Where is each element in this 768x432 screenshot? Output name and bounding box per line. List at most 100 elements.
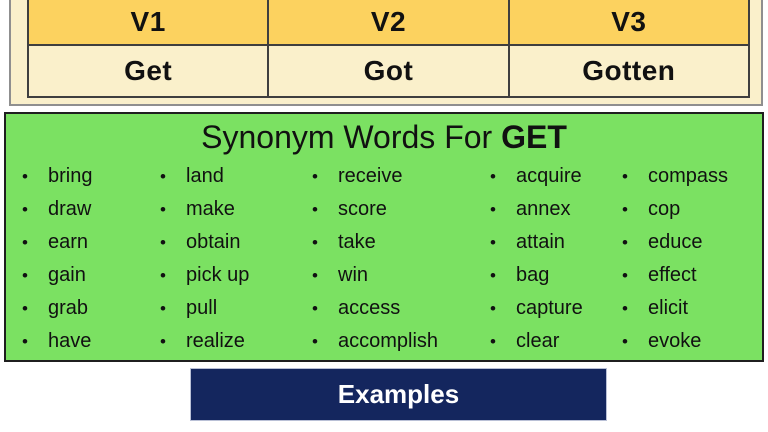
synonym-title-keyword: GET — [501, 119, 567, 155]
bullet-icon: • — [22, 299, 28, 318]
synonym-word: gain — [48, 264, 86, 286]
synonym-item: • score — [312, 193, 490, 226]
synonym-word: land — [186, 165, 224, 187]
bullet-icon: • — [622, 299, 628, 318]
bullet-icon: • — [622, 266, 628, 285]
synonym-item: • take — [312, 226, 490, 259]
bullet-icon: • — [312, 266, 318, 285]
synonym-section: Synonym Words For GET • bring • draw • earn… — [4, 112, 764, 362]
synonym-column-4: • acquire • annex • attain • bag • capture • c… — [490, 160, 622, 358]
verb-table-values-row: Get Got Gotten — [29, 44, 748, 96]
synonym-item: • educe — [622, 226, 756, 259]
synonym-word: pull — [186, 297, 218, 319]
bullet-icon: • — [22, 266, 28, 285]
synonym-word: evoke — [648, 330, 702, 352]
synonym-word: acquire — [516, 165, 582, 187]
synonym-word: clear — [516, 330, 560, 352]
synonym-word: effect — [648, 264, 697, 286]
verb-form-cell-got: Got — [267, 46, 507, 96]
synonym-item: • draw — [22, 193, 160, 226]
synonym-word: access — [338, 297, 401, 319]
verb-table-header-row: V1 V2 V3 — [29, 0, 748, 44]
verb-header-cell-v2: V2 — [267, 0, 507, 44]
bullet-icon: • — [160, 200, 166, 219]
bullet-icon: • — [160, 167, 166, 186]
synonym-item: • pick up — [160, 259, 312, 292]
bullet-icon: • — [622, 167, 628, 186]
synonym-item: • accomplish — [312, 325, 490, 358]
bullet-icon: • — [160, 233, 166, 252]
synonym-item: • evoke — [622, 325, 756, 358]
bullet-icon: • — [22, 167, 28, 186]
synonym-word: educe — [648, 231, 703, 253]
synonym-word: bag — [516, 264, 550, 286]
synonym-columns: • bring • draw • earn • gain • grab • have • la… — [22, 160, 756, 358]
synonym-column-1: • bring • draw • earn • gain • grab • have — [22, 160, 160, 358]
bullet-icon: • — [160, 332, 166, 351]
bullet-icon: • — [490, 200, 496, 219]
synonym-item: • bag — [490, 259, 622, 292]
verb-form-cell-get: Get — [124, 55, 173, 86]
examples-banner-label: Examples — [337, 379, 460, 409]
bullet-icon: • — [622, 332, 628, 351]
bullet-icon: • — [490, 299, 496, 318]
synonym-word: earn — [48, 231, 89, 253]
synonym-item: • have — [22, 325, 160, 358]
synonym-word: grab — [48, 297, 89, 319]
synonym-section-title: Synonym Words For GET — [6, 114, 762, 158]
synonym-item: • win — [312, 259, 490, 292]
synonym-item: • effect — [622, 259, 756, 292]
synonym-title-prefix: Synonym Words For — [201, 119, 502, 155]
synonym-item: • capture — [490, 292, 622, 325]
synonym-word: realize — [186, 330, 245, 352]
synonym-item: • attain — [490, 226, 622, 259]
synonym-word: attain — [516, 231, 565, 253]
synonym-word: obtain — [186, 231, 241, 253]
synonym-item: • annex — [490, 193, 622, 226]
synonym-item: • compass — [622, 160, 756, 193]
synonym-word: score — [338, 198, 387, 220]
verb-forms-card: V1 V2 V3 Get Got Gotten — [9, 0, 763, 106]
bullet-icon: • — [22, 200, 28, 219]
synonym-item: • obtain — [160, 226, 312, 259]
synonym-word: annex — [516, 198, 571, 220]
synonym-item: • clear — [490, 325, 622, 358]
bullet-icon: • — [490, 332, 496, 351]
synonym-item: • pull — [160, 292, 312, 325]
synonym-item: • receive — [312, 160, 490, 193]
bullet-icon: • — [22, 233, 28, 252]
synonym-word: make — [186, 198, 235, 220]
synonym-word: bring — [48, 165, 93, 187]
synonym-word: receive — [338, 165, 403, 187]
bullet-icon: • — [160, 299, 166, 318]
bullet-icon: • — [22, 332, 28, 351]
synonym-item: • access — [312, 292, 490, 325]
synonym-item: • realize — [160, 325, 312, 358]
synonym-word: pick up — [186, 264, 250, 286]
bullet-icon: • — [160, 266, 166, 285]
verb-forms-table: V1 V2 V3 Get Got Gotten — [27, 0, 750, 98]
synonym-column-3: • receive • score • take • win • access • acco… — [312, 160, 490, 358]
synonym-word: capture — [516, 297, 583, 319]
synonym-item: • grab — [22, 292, 160, 325]
bullet-icon: • — [312, 299, 318, 318]
bullet-icon: • — [312, 332, 318, 351]
synonym-word: draw — [48, 198, 92, 220]
synonym-item: • land — [160, 160, 312, 193]
bullet-icon: • — [312, 200, 318, 219]
synonym-column-5: • compass • cop • educe • effect • elicit • ev… — [622, 160, 756, 358]
bullet-icon: • — [490, 167, 496, 186]
verb-header-cell-v3: V3 — [507, 0, 748, 44]
examples-banner: Examples — [190, 368, 607, 421]
synonym-word: win — [338, 264, 369, 286]
verb-form-cell-gotten: Gotten — [507, 46, 748, 96]
bullet-icon: • — [622, 200, 628, 219]
bullet-icon: • — [312, 167, 318, 186]
bullet-icon: • — [312, 233, 318, 252]
synonym-item: • acquire — [490, 160, 622, 193]
bullet-icon: • — [622, 233, 628, 252]
synonym-word: elicit — [648, 297, 689, 319]
synonym-column-2: • land • make • obtain • pick up • pull • real… — [160, 160, 312, 358]
bullet-icon: • — [490, 233, 496, 252]
verb-header-cell-v1: V1 — [130, 6, 166, 37]
